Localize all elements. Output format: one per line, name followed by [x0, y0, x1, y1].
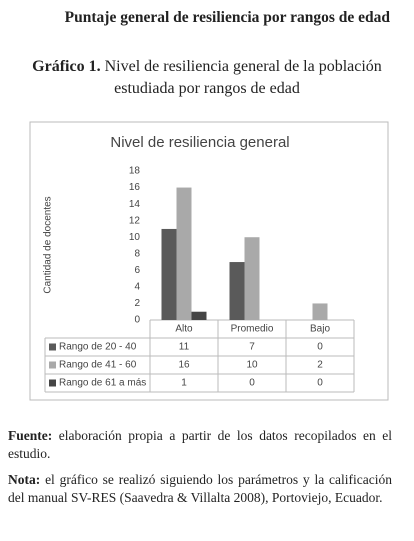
table-cell: 11: [179, 342, 190, 353]
caption-text: estudiada por rangos de edad: [114, 80, 300, 97]
bar: [176, 187, 192, 320]
figure-caption: Gráfico 1. Nivel de resiliencia general …: [0, 56, 414, 100]
bar: [191, 311, 207, 320]
x-tick-label: Promedio: [231, 324, 274, 335]
chart-title: Nivel de resiliencia general: [110, 134, 289, 151]
legend-label: Rango de 41 - 60: [59, 360, 137, 371]
y-axis-label: Cantidad de docentes: [43, 196, 54, 293]
caption-text: Nivel de resiliencia general de la pobla…: [104, 58, 382, 75]
table-cell: 7: [249, 342, 255, 353]
x-tick-label: Alto: [175, 324, 193, 335]
table-cell: 2: [317, 360, 323, 371]
figure-label: Gráfico 1.: [32, 58, 101, 75]
y-tick-label: 8: [134, 248, 140, 259]
table-cell: 16: [178, 360, 190, 371]
table-cell: 0: [249, 378, 255, 389]
legend-swatch: [49, 361, 56, 369]
note-text: elaboración propia a partir de los datos…: [8, 428, 393, 461]
y-tick-label: 10: [129, 232, 141, 243]
x-tick-label: Bajo: [310, 324, 330, 335]
y-tick-label: 2: [134, 298, 140, 309]
y-tick-label: 12: [129, 215, 141, 226]
y-tick-label: 18: [129, 166, 141, 177]
note-text: el gráfico se realizó siguiendo los pará…: [8, 472, 392, 505]
table-cell: 10: [246, 360, 258, 371]
y-tick-label: 16: [129, 182, 141, 193]
y-tick-label: 4: [134, 282, 140, 293]
legend-label: Rango de 20 - 40: [59, 342, 137, 353]
legend-swatch: [49, 379, 56, 387]
bar: [161, 228, 177, 320]
legend-label: Rango de 61 a más: [59, 378, 146, 389]
table-cell: 0: [317, 342, 323, 353]
bar: [312, 303, 328, 320]
y-tick-label: 14: [129, 199, 141, 210]
chart-frame: [29, 121, 389, 401]
note-label: Nota:: [8, 472, 41, 487]
legend-swatch: [49, 343, 56, 351]
table-cell: 1: [181, 378, 187, 389]
note: Nota: el gráfico se realizó siguiendo lo…: [8, 471, 392, 507]
notes: Fuente: elaboración propia a partir de l…: [8, 427, 392, 515]
y-tick-label: 6: [134, 265, 140, 276]
bar: [244, 237, 260, 320]
note: Fuente: elaboración propia a partir de l…: [8, 427, 392, 463]
heading: Puntaje general de resiliencia por rango…: [64, 9, 390, 26]
table-cell: 0: [317, 378, 323, 389]
bar: [229, 262, 245, 320]
y-tick-label: 0: [134, 315, 140, 326]
note-label: Fuente:: [8, 428, 53, 443]
chart: Nivel de resiliencia general Cantidad de…: [29, 121, 389, 401]
